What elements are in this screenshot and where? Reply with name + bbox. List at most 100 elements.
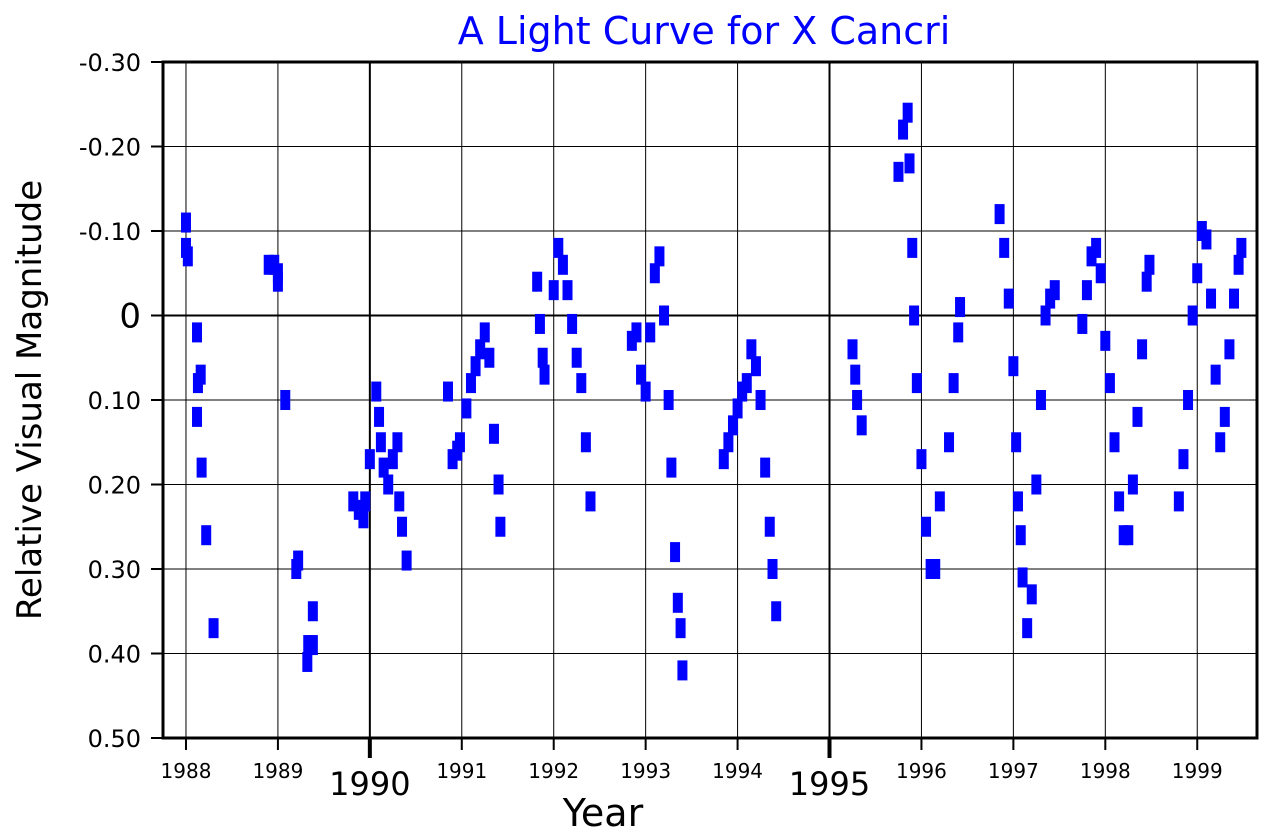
data-point — [180, 212, 191, 233]
data-point — [1040, 305, 1051, 326]
x-axis-label: Year — [562, 791, 644, 832]
data-point — [1192, 263, 1203, 284]
y-tick-label: 0.50 — [88, 725, 141, 753]
data-point — [1137, 339, 1148, 360]
data-point — [534, 313, 545, 334]
data-point — [1012, 491, 1023, 512]
data-point — [182, 246, 193, 267]
data-point — [1127, 474, 1138, 495]
data-point — [401, 550, 412, 571]
data-point — [1206, 288, 1217, 309]
data-point — [580, 432, 591, 453]
data-point — [375, 432, 386, 453]
data-point — [1187, 305, 1198, 326]
data-point — [1017, 567, 1028, 588]
data-point — [360, 491, 371, 512]
data-point — [649, 263, 660, 284]
data-point — [955, 297, 966, 318]
data-point — [537, 347, 548, 368]
data-point — [948, 373, 959, 394]
x-tick-label: 1991 — [436, 759, 487, 783]
x-tick-label: 1994 — [712, 759, 763, 783]
data-point — [192, 406, 203, 427]
data-point — [576, 373, 587, 394]
data-point — [953, 322, 964, 343]
data-point — [1229, 288, 1240, 309]
data-point — [1233, 254, 1244, 275]
data-point — [387, 449, 398, 470]
data-point — [636, 364, 647, 385]
data-point — [1022, 618, 1033, 639]
data-point — [1114, 491, 1125, 512]
data-point — [732, 398, 743, 419]
x-tick-label: 1992 — [528, 759, 579, 783]
data-point — [771, 601, 782, 622]
data-point — [750, 356, 761, 377]
data-point — [1003, 288, 1014, 309]
data-point — [675, 618, 686, 639]
data-point — [994, 204, 1005, 225]
data-point — [571, 347, 582, 368]
x-tick-label: 1988 — [161, 759, 212, 783]
data-point — [539, 364, 550, 385]
data-point — [898, 119, 909, 140]
y-tick-label: -0.10 — [79, 218, 141, 246]
data-point — [1144, 254, 1155, 275]
data-point — [291, 559, 302, 579]
data-point — [470, 356, 481, 377]
data-point — [374, 406, 385, 427]
data-point — [195, 364, 206, 385]
data-point — [631, 322, 642, 343]
data-point — [741, 373, 752, 394]
data-point — [307, 601, 318, 622]
x-tick-label: 1999 — [1172, 759, 1223, 783]
y-tick-label: -0.30 — [79, 49, 141, 77]
y-tick-label: 0.20 — [88, 472, 141, 500]
data-point — [454, 432, 465, 453]
x-tick-label: 1995 — [789, 765, 870, 803]
data-point — [196, 457, 207, 478]
data-point — [553, 237, 564, 258]
data-point — [585, 491, 596, 512]
data-point — [663, 390, 674, 410]
data-point — [1201, 229, 1212, 250]
data-point — [397, 516, 408, 537]
data-point — [902, 102, 913, 123]
data-point — [916, 449, 927, 470]
data-point — [280, 390, 291, 410]
y-axis-label: Relative Visual Magnitude — [10, 180, 50, 620]
data-point — [1132, 406, 1143, 427]
data-point — [640, 381, 651, 402]
y-tick-label: 0.40 — [88, 641, 141, 669]
data-point — [567, 313, 578, 334]
y-tick-label: 0.10 — [88, 387, 141, 415]
data-point — [1224, 339, 1235, 360]
y-tick-label: 0 — [119, 297, 141, 337]
data-point — [358, 508, 369, 529]
data-point — [1026, 584, 1037, 605]
data-point — [930, 559, 941, 579]
data-point — [1015, 525, 1026, 546]
data-point — [1173, 491, 1184, 512]
data-point — [348, 491, 359, 512]
data-point — [1236, 237, 1247, 258]
data-point — [371, 381, 382, 402]
data-point — [479, 322, 490, 343]
grid — [163, 61, 1257, 739]
data-point — [465, 373, 476, 394]
data-point — [364, 449, 375, 470]
data-point — [921, 516, 932, 537]
data-point — [192, 322, 203, 343]
data-point — [461, 398, 472, 419]
data-point — [532, 271, 543, 292]
x-tick-label: 1998 — [1080, 759, 1131, 783]
data-point — [911, 373, 922, 394]
data-point — [767, 559, 778, 579]
data-point — [666, 457, 677, 478]
data-point — [1035, 390, 1046, 410]
data-point — [1100, 330, 1111, 351]
data-point — [850, 364, 861, 385]
data-point — [659, 305, 670, 326]
data-point — [1081, 280, 1092, 301]
